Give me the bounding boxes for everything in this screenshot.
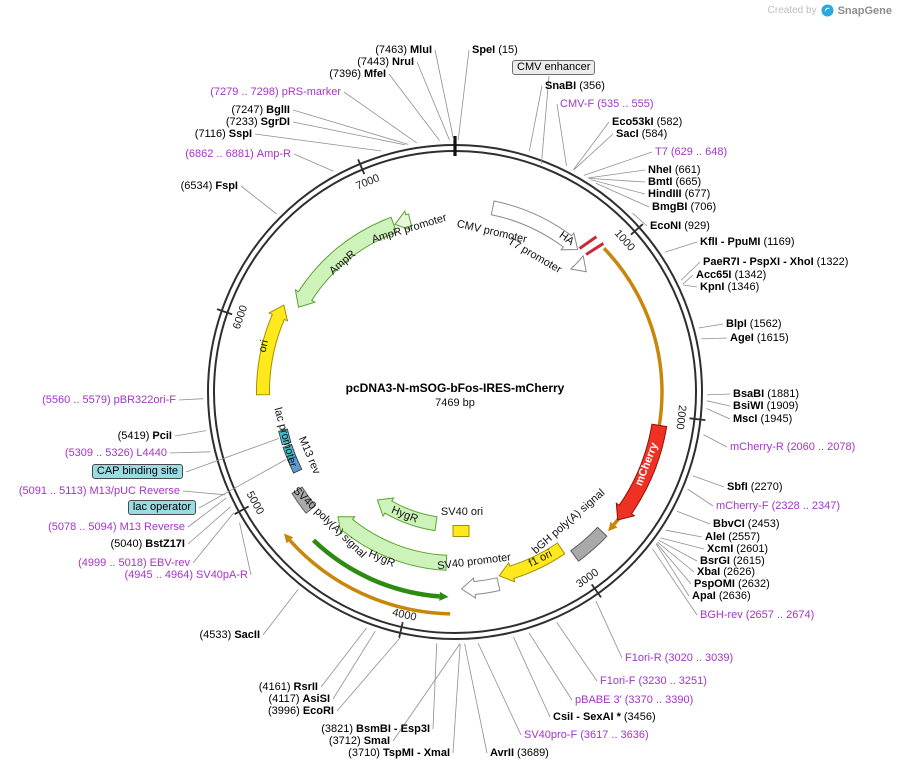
feature-sv40-polya[interactable] bbox=[291, 486, 317, 514]
feature-hygr-inner[interactable] bbox=[376, 497, 438, 532]
feature-ha-tag[interactable] bbox=[585, 242, 605, 256]
feature-ampr[interactable] bbox=[294, 216, 398, 308]
feature-sv40-ori[interactable] bbox=[452, 525, 470, 537]
feature-label-lac-promoter-label[interactable]: lac promoter bbox=[271, 406, 299, 468]
feature-marker-green[interactable] bbox=[311, 538, 440, 599]
feature-cap-site-box[interactable] bbox=[278, 428, 292, 446]
ring-tick-label-1000: 1000 bbox=[612, 227, 637, 253]
feature-label-sv40-promoter[interactable]: SV40 promoter bbox=[437, 551, 512, 572]
feature-label-ori[interactable]: ori bbox=[257, 339, 271, 354]
feature-t7-promoter[interactable] bbox=[569, 254, 587, 273]
feature-hygr-outer[interactable] bbox=[337, 516, 448, 571]
feature-bgh-polya[interactable] bbox=[570, 526, 608, 562]
ring-tick-label-6000: 6000 bbox=[231, 304, 250, 331]
ring-tick-label-2000: 2000 bbox=[673, 404, 688, 430]
watermark-created-by: Created by bbox=[767, 5, 817, 16]
feature-sv40-promoter[interactable] bbox=[460, 577, 501, 599]
connector-lines bbox=[169, 49, 731, 754]
feature-m13-rev-box[interactable] bbox=[287, 456, 303, 474]
feature-arcs bbox=[255, 200, 668, 616]
feature-ha-tag[interactable] bbox=[578, 235, 598, 250]
snapgene-logo-icon bbox=[821, 4, 834, 17]
plasmid-size: 7469 bp bbox=[435, 397, 475, 409]
feature-ori[interactable] bbox=[255, 304, 289, 396]
feature-mcherry[interactable] bbox=[615, 423, 668, 521]
feature-orf-downstream[interactable] bbox=[288, 539, 451, 616]
plasmid-title-block: pcDNA3-N-mSOG-bFos-IRES-mCherry 7469 bp bbox=[346, 381, 565, 409]
plasmid-name: pcDNA3-N-mSOG-bFos-IRES-mCherry bbox=[345, 381, 565, 395]
feature-f1-ori[interactable] bbox=[498, 542, 566, 583]
plasmid-ring bbox=[207, 136, 703, 640]
feature-cmv-promoter[interactable] bbox=[490, 200, 579, 251]
ring-tick-label-7000: 7000 bbox=[354, 172, 381, 192]
feature-label-sv40-ori[interactable]: SV40 ori bbox=[441, 506, 483, 518]
watermark: Created by SnapGene bbox=[768, 4, 892, 17]
watermark-brand: SnapGene bbox=[837, 4, 892, 17]
ring-tick-label-4000: 4000 bbox=[391, 607, 418, 624]
feature-ampr-promoter[interactable] bbox=[394, 210, 413, 231]
